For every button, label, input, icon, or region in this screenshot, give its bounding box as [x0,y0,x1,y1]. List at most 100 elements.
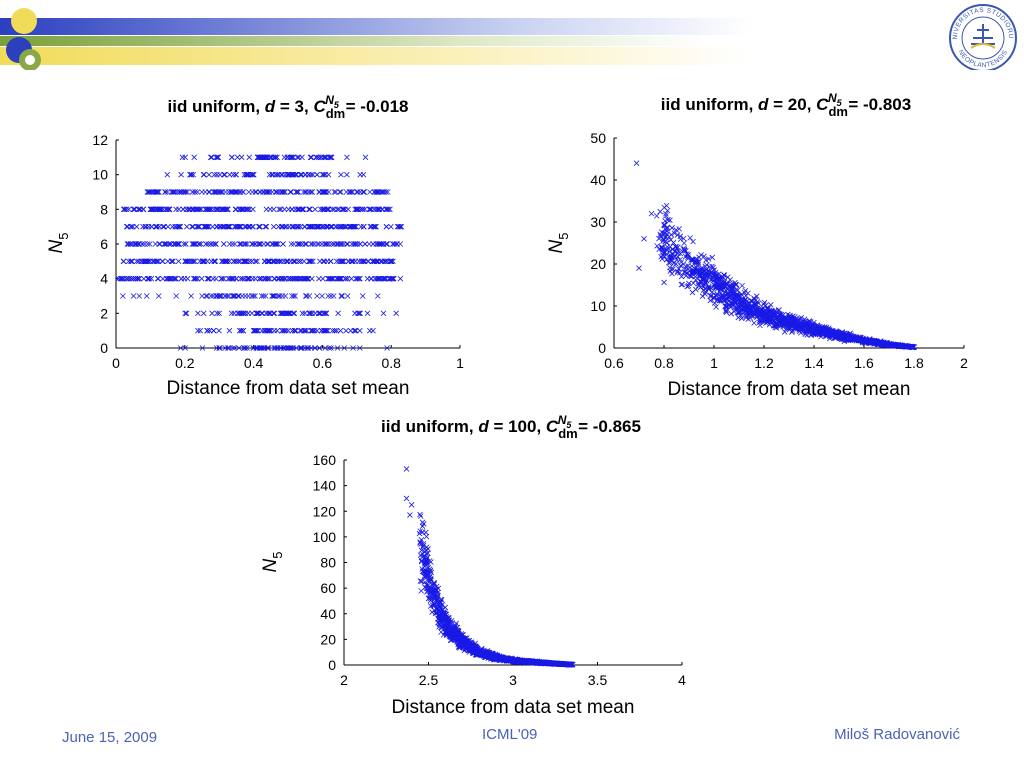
footer-author: Miloš Radovanović [834,726,960,743]
data-point [385,206,392,213]
data-point [353,327,359,334]
data-point [382,258,389,265]
data-point [657,208,663,215]
data-point [220,258,226,265]
data-point [648,210,655,217]
data-point [277,345,284,351]
data-point [354,189,360,195]
data-point [132,241,138,247]
data-point [343,327,349,334]
data-point [319,223,326,230]
data-point [289,206,295,213]
data-point [359,206,366,213]
data-point [237,310,243,317]
data-point [193,275,199,282]
data-point [286,310,293,317]
data-point [305,345,311,351]
data-point [661,279,667,286]
data-point [344,171,350,178]
data-point [175,241,182,247]
data-point [271,275,278,282]
data-point [250,293,257,299]
data-point [270,258,277,265]
data-point [148,223,155,230]
data-point [322,345,328,351]
data-point [271,293,277,299]
data-point [199,293,205,299]
data-point [271,310,278,317]
data-point [372,275,378,282]
data-point [288,241,295,247]
data-point [355,189,361,195]
data-point [161,241,168,247]
data-point [367,189,373,195]
data-point [216,223,223,230]
data-point [368,275,374,282]
y-tick-label: 140 [313,478,337,494]
y-tick-label: 0 [100,340,108,356]
data-point [276,293,283,299]
data-point [326,345,332,351]
data-point [208,258,215,265]
data-point [238,327,245,334]
data-point [305,275,312,282]
chart-2: 0.6 0.8 1 1.2 1.4 1.6 1.8 201020304050Distance … [546,91,968,400]
data-point [348,258,355,265]
data-point [313,154,319,161]
data-point [391,241,398,247]
data-point [276,258,283,265]
x-axis-label: Distance from data set mean [668,379,911,400]
data-point [228,310,235,317]
y-tick-label: 0 [328,657,336,673]
data-point [388,223,394,230]
data-point [197,327,204,334]
data-point [216,345,222,351]
data-point [257,345,264,351]
data-point [362,206,368,213]
data-point [380,241,387,247]
x-tick-label: 0 [112,355,120,371]
data-point [233,171,239,178]
data-point [285,310,291,317]
data-point [249,241,256,247]
data-point [250,327,257,334]
data-point [338,293,345,299]
data-point [121,206,128,213]
data-point [221,275,227,282]
data-point [198,241,204,247]
data-point [325,171,332,178]
data-point [214,171,220,178]
data-point [361,258,368,265]
data-point [208,154,215,161]
data-point [194,223,200,230]
data-point [289,223,296,230]
data-point [128,275,134,282]
banner-circle-white [25,55,35,65]
data-point [212,258,219,265]
data-point [331,327,338,334]
data-point [356,275,362,282]
data-point [126,275,132,282]
data-point [226,223,233,230]
y-tick-label: 12 [92,132,108,148]
data-point [281,206,288,213]
data-point [745,290,751,297]
data-point [291,310,298,317]
data-point [288,275,294,282]
data-point [203,223,210,230]
data-point [270,310,277,317]
data-point [292,275,299,282]
data-point [218,275,225,282]
y-tick-label: 30 [590,214,606,230]
data-point [378,241,385,247]
data-point [335,275,341,282]
data-point [125,258,132,265]
data-point [262,293,269,299]
data-point [196,223,202,230]
data-point [201,223,207,230]
data-point [270,293,276,299]
data-point [338,189,344,195]
data-point [299,310,306,317]
data-point [177,223,184,230]
